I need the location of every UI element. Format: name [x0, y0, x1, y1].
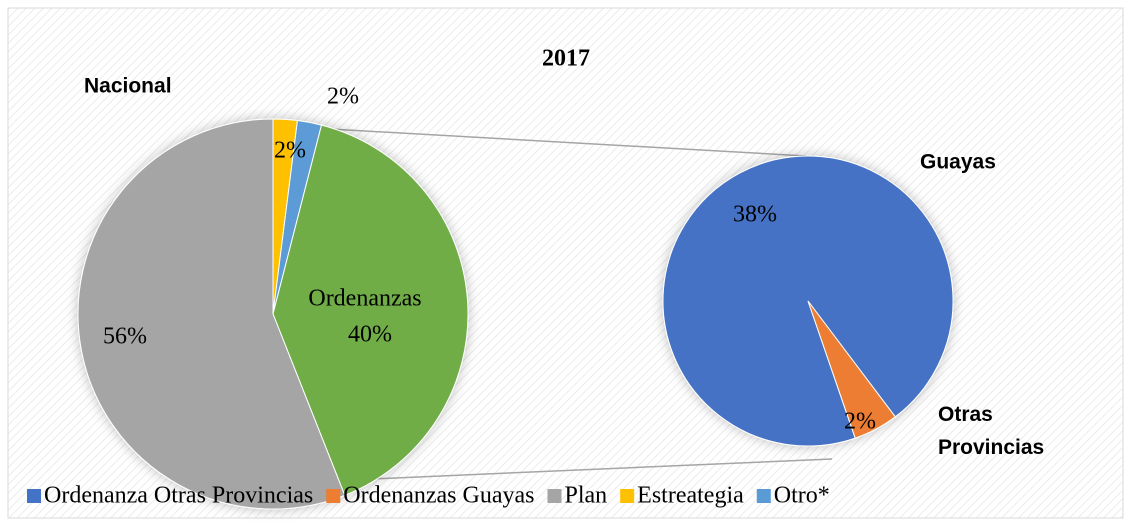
annotation: Otras Provincias: [938, 403, 1045, 459]
pie-slice: [807, 300, 896, 439]
legend-label: Otro*: [774, 483, 830, 509]
legend-swatch: [27, 489, 41, 503]
data-label: 2%: [274, 138, 306, 164]
slice-label: Ordenanzas: [308, 286, 421, 312]
data-label: 56%: [103, 324, 147, 350]
connector: [324, 458, 833, 482]
pie-slice: [272, 124, 469, 496]
legend-swatch: [620, 489, 635, 503]
chart-title: 2017: [542, 46, 590, 72]
legend-label: Plan: [565, 483, 608, 509]
legend-label: Ordenanza Otras Provincias: [44, 483, 313, 509]
legend-label: Estreategia: [637, 483, 744, 509]
legend-swatch: [547, 489, 562, 503]
data-label: 2%: [327, 84, 359, 110]
annotation: Nacional: [84, 75, 172, 98]
legend-label: Ordenanzas Guayas: [343, 483, 534, 509]
legend-swatch: [756, 489, 771, 503]
legend-swatch: [326, 489, 341, 503]
data-label: 38%: [733, 202, 777, 228]
connector: [329, 128, 807, 157]
pie-group: [77, 118, 954, 510]
pie-slice: [77, 118, 346, 510]
data-label: 40%: [348, 322, 392, 348]
annotation: Guayas: [920, 151, 996, 174]
data-label: 2%: [844, 409, 876, 435]
